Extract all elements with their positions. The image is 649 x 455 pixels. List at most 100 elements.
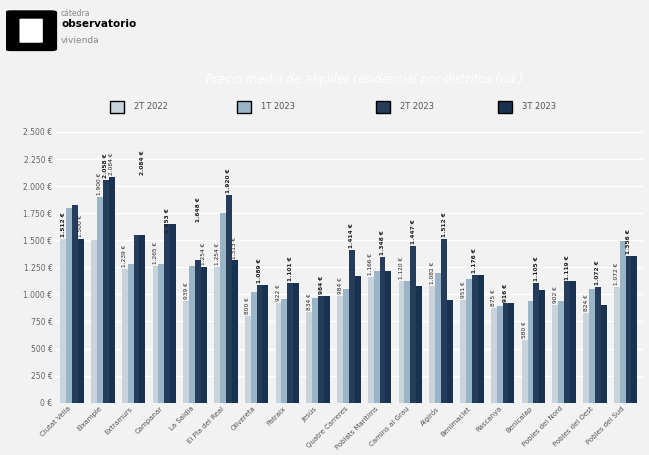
Bar [496, 306, 502, 403]
Text: 1.447 €: 1.447 € [411, 219, 416, 244]
Text: 1.553 €: 1.553 € [165, 207, 170, 233]
Bar [343, 288, 349, 403]
Bar [460, 300, 466, 403]
Text: 1.254 €: 1.254 € [201, 243, 206, 265]
Bar [337, 296, 343, 403]
Bar [60, 239, 66, 403]
FancyBboxPatch shape [238, 101, 251, 113]
Text: 1.512 €: 1.512 € [61, 212, 66, 237]
Bar [502, 303, 508, 403]
Text: vivienda: vivienda [61, 36, 100, 45]
Bar [491, 308, 496, 403]
Text: 1.101 €: 1.101 € [288, 257, 293, 282]
Text: cátedra: cátedra [61, 9, 90, 18]
Text: 1.512 €: 1.512 € [441, 212, 447, 237]
Bar [232, 261, 238, 403]
Bar [134, 234, 140, 403]
Text: 1.239 €: 1.239 € [122, 244, 127, 267]
Bar [78, 239, 84, 403]
Bar [533, 283, 539, 403]
Text: 1.120 €: 1.120 € [399, 257, 404, 279]
Bar [282, 299, 288, 403]
Bar [583, 313, 589, 403]
Bar [256, 285, 262, 403]
Bar [508, 303, 514, 403]
Bar [614, 287, 620, 403]
Bar [404, 281, 410, 403]
Bar [184, 301, 190, 403]
Text: 939 €: 939 € [184, 282, 189, 299]
Bar [72, 204, 78, 403]
Text: 1.176 €: 1.176 € [472, 248, 477, 273]
Bar [66, 208, 72, 403]
Bar [108, 177, 114, 403]
Bar [195, 261, 201, 403]
Text: 580 €: 580 € [522, 321, 527, 338]
Bar [558, 301, 564, 403]
FancyBboxPatch shape [5, 10, 57, 51]
Text: 1.313 €: 1.313 € [232, 236, 237, 258]
Bar [262, 285, 268, 403]
Text: 2.084 €: 2.084 € [140, 150, 145, 175]
Bar [472, 275, 478, 403]
Bar [220, 213, 226, 403]
Bar [626, 256, 631, 403]
Text: 2.084 €: 2.084 € [109, 152, 114, 175]
Text: 2T 2023: 2T 2023 [400, 102, 434, 111]
Bar [374, 271, 380, 403]
Bar [478, 275, 484, 403]
Bar [97, 197, 103, 403]
Bar [245, 316, 251, 403]
Text: 922 €: 922 € [276, 284, 281, 301]
Text: 1.900 €: 1.900 € [97, 172, 103, 195]
Bar [164, 224, 170, 403]
Bar [349, 249, 355, 403]
Text: observatorio: observatorio [61, 19, 136, 29]
Bar [128, 264, 134, 403]
Bar [430, 285, 435, 403]
Bar [410, 246, 416, 403]
Text: 875 €: 875 € [491, 289, 496, 306]
Bar [564, 282, 570, 403]
Bar [318, 296, 324, 403]
Text: Precio medio de alquiler residencial por distritos (ud.): Precio medio de alquiler residencial por… [206, 73, 524, 86]
Bar [368, 277, 374, 403]
Text: 902 €: 902 € [553, 286, 558, 303]
Text: 1.648 €: 1.648 € [195, 197, 201, 222]
FancyBboxPatch shape [110, 101, 124, 113]
Text: 2T 2022: 2T 2022 [134, 102, 167, 111]
Bar [91, 240, 97, 403]
Bar [251, 292, 256, 403]
Bar [601, 305, 607, 403]
Bar [570, 282, 576, 403]
Bar [416, 285, 422, 403]
Bar [355, 276, 361, 403]
Text: 1.119 €: 1.119 € [565, 255, 570, 279]
Text: 984 €: 984 € [337, 277, 343, 294]
Text: 984 €: 984 € [319, 276, 323, 294]
Text: 916 €: 916 € [503, 283, 508, 302]
Bar [552, 305, 558, 403]
Bar [158, 264, 164, 403]
Bar [539, 290, 545, 403]
Text: 1.500 €: 1.500 € [79, 215, 83, 237]
Bar [466, 279, 472, 403]
Bar [589, 289, 595, 403]
Bar [620, 241, 626, 403]
Bar [398, 281, 404, 403]
Bar [122, 268, 128, 403]
Bar [312, 298, 318, 403]
Bar [386, 271, 391, 403]
Bar [226, 195, 232, 403]
FancyBboxPatch shape [376, 101, 390, 113]
Bar [214, 267, 220, 403]
Bar [447, 300, 453, 403]
Text: 3T 2023: 3T 2023 [522, 102, 556, 111]
Text: 1.072 €: 1.072 € [595, 260, 600, 285]
Text: 1.089 €: 1.089 € [257, 258, 262, 283]
FancyBboxPatch shape [19, 19, 43, 43]
Bar [528, 301, 533, 403]
Text: 1T 2023: 1T 2023 [262, 102, 295, 111]
Bar [435, 273, 441, 403]
Bar [441, 239, 447, 403]
